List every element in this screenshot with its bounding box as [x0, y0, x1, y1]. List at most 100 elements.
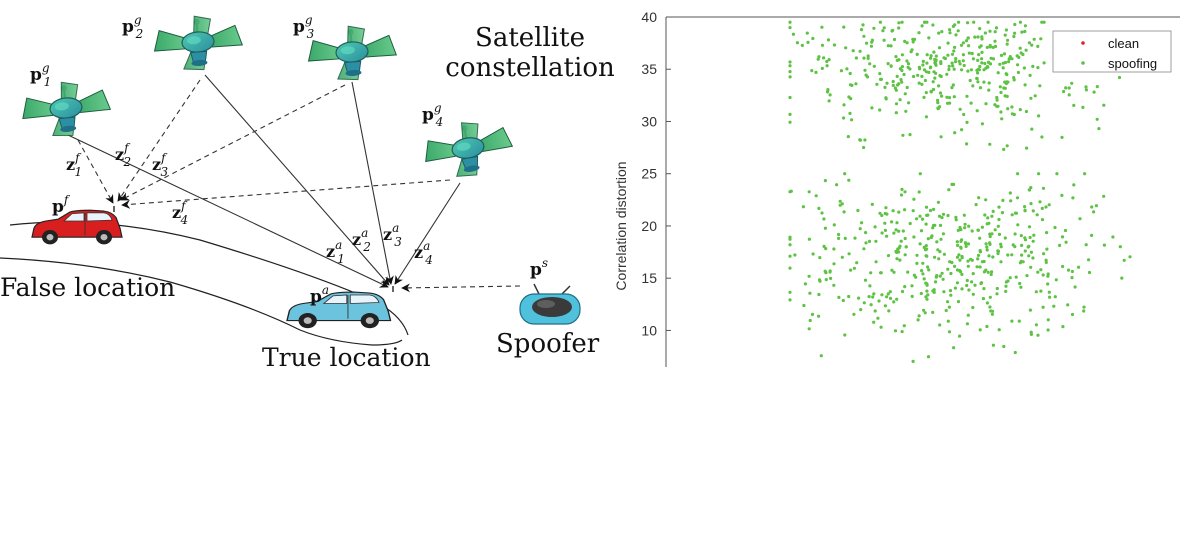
scatter-point-spoofing [963, 226, 967, 230]
scatter-point-spoofing [937, 214, 942, 218]
scatter-point-spoofing [921, 272, 925, 276]
scatter-point-spoofing [903, 190, 907, 194]
scatter-point-spoofing [878, 108, 882, 112]
scatter-point-spoofing [879, 325, 883, 329]
scatter-point-spoofing [982, 270, 987, 274]
scatter-point-spoofing [966, 21, 970, 25]
scatter-point-spoofing [1016, 172, 1020, 176]
scatter-point-spoofing [1010, 319, 1014, 323]
scatter-point-spoofing [996, 252, 1000, 256]
scatter-point-spoofing [990, 214, 994, 218]
scatter-point-spoofing [1001, 66, 1005, 70]
scatter-point-spoofing [981, 297, 986, 301]
scatter-point-spoofing [864, 73, 868, 77]
satellite-3 [305, 21, 399, 85]
scatter-point-spoofing [931, 289, 935, 293]
scatter-point-spoofing [976, 71, 980, 75]
scatter-point-spoofing [1006, 38, 1010, 42]
scatter-point-spoofing [922, 95, 926, 99]
scatter-point-spoofing [994, 26, 999, 30]
scatter-point-spoofing [965, 322, 970, 326]
scatter-point-spoofing [995, 98, 999, 102]
scatter-point-spoofing [966, 36, 970, 40]
scatter-point-spoofing [903, 92, 907, 96]
scatter-point-spoofing [973, 283, 977, 287]
scatter-point-spoofing [993, 39, 997, 43]
scatter-point-spoofing [951, 64, 955, 68]
scatter-point-spoofing [816, 57, 820, 61]
scatter-point-spoofing [996, 224, 1000, 228]
scatter-point-spoofing [919, 229, 924, 233]
scatter-point-spoofing [933, 280, 938, 284]
scatter-point-spoofing [1036, 333, 1040, 337]
scatter-point-spoofing [988, 295, 992, 299]
scatter-point-spoofing [1023, 208, 1027, 212]
legend: clean spoofing [1052, 30, 1172, 73]
scatter-point-spoofing [851, 49, 855, 53]
satellite-4-label: pg 4 [422, 101, 443, 129]
scatter-point-spoofing [825, 59, 829, 64]
scatter-point-spoofing [844, 46, 848, 50]
scatter-point-spoofing [897, 246, 901, 250]
scatter-point-spoofing [984, 242, 988, 246]
scatter-point-spoofing [941, 277, 945, 281]
scatter-point-spoofing [897, 21, 901, 25]
scatter-point-spoofing [1004, 28, 1009, 32]
scatter-point-spoofing [1028, 73, 1032, 77]
scatter-point-spoofing [1032, 233, 1036, 237]
scatter-point-spoofing [988, 242, 992, 246]
scatter-point-spoofing [944, 308, 948, 313]
scatter-point-spoofing [1073, 285, 1077, 289]
scatter-point-spoofing [872, 64, 876, 68]
scatter-point-spoofing [978, 249, 982, 253]
scatter-point-spoofing [918, 242, 922, 246]
signal-true-3 [351, 81, 394, 285]
scatter-point-spoofing [999, 90, 1003, 95]
scatter-point-spoofing [922, 68, 927, 72]
scatter-point-spoofing [808, 318, 812, 323]
scatter-point-spoofing [1040, 218, 1045, 222]
scatter-point-spoofing [1067, 93, 1071, 97]
scatter-point-spoofing [1018, 20, 1023, 24]
scatter-point-spoofing [940, 94, 944, 98]
scatter-point-spoofing [1006, 80, 1010, 84]
scatter-point-spoofing [993, 103, 997, 107]
scatter-point-spoofing [1023, 236, 1027, 240]
scatter-point-spoofing [832, 262, 836, 266]
scatter-point-spoofing [926, 355, 931, 359]
scatter-point-spoofing [998, 62, 1002, 66]
scatter-point-spoofing [903, 236, 907, 241]
scatter-point-spoofing [946, 319, 950, 323]
spoofer-label: Spoofer [496, 329, 600, 359]
scatter-point-spoofing [952, 95, 956, 99]
scatter-point-spoofing [937, 46, 942, 50]
scatter-point-spoofing [824, 247, 828, 251]
scatter-point-spoofing [955, 240, 959, 244]
scatter-point-spoofing [886, 292, 890, 296]
scatter-point-spoofing [932, 70, 936, 74]
scatter-point-spoofing [965, 283, 969, 288]
scatter-point-spoofing [1036, 270, 1040, 274]
scatter-point-spoofing [923, 20, 927, 24]
scatter-point-spoofing [920, 217, 925, 221]
scatter-point-spoofing [1016, 70, 1021, 75]
scatter-point-spoofing [898, 258, 902, 262]
satellite-1 [18, 76, 114, 142]
scatter-point-spoofing [883, 304, 888, 308]
spoofer-position-label: ps [530, 256, 548, 280]
scatter-point-spoofing [891, 79, 895, 84]
scatter-point-spoofing [870, 202, 874, 206]
scatter-point-spoofing [892, 300, 896, 304]
scatter-point-spoofing [978, 265, 982, 269]
scatter-point-spoofing [788, 75, 792, 79]
scatter-point-spoofing [900, 289, 905, 294]
scatter-point-spoofing [879, 271, 883, 275]
scatter-point-spoofing [1040, 206, 1044, 210]
scatter-point-spoofing [1000, 211, 1005, 215]
scatter-point-spoofing [880, 293, 884, 297]
scatter-point-spoofing [997, 217, 1001, 222]
scatter-point-spoofing [843, 236, 847, 240]
scatter-point-spoofing [987, 88, 991, 92]
scatter-point-spoofing [832, 223, 836, 227]
scatter-point-spoofing [817, 314, 821, 318]
